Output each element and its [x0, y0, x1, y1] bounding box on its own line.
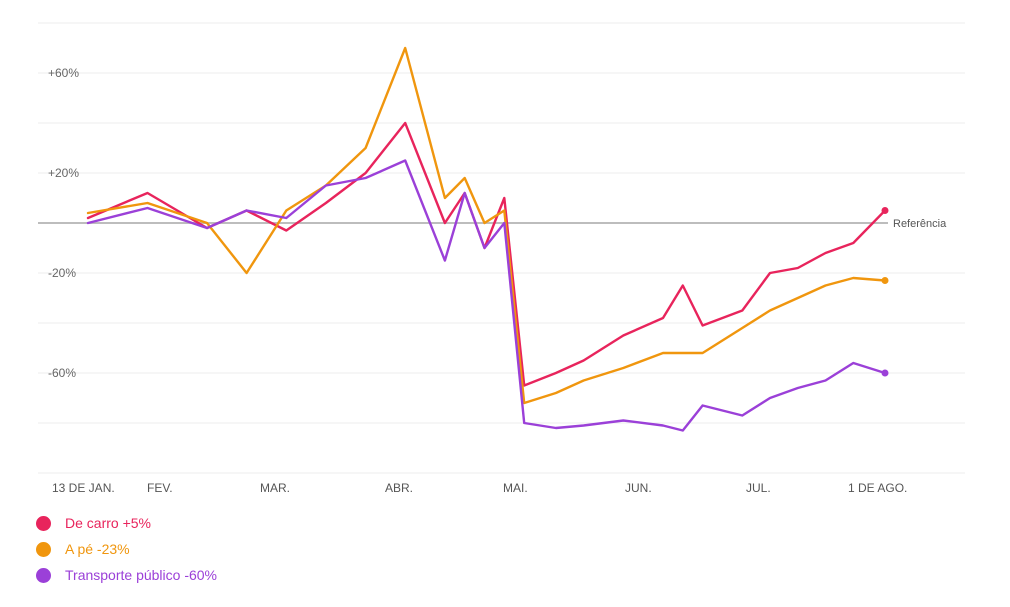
x-tick-label: FEV.: [147, 481, 173, 495]
series-line-0[interactable]: [86, 121, 887, 387]
series-end-point-0[interactable]: [881, 207, 889, 214]
y-tick-label: +60%: [48, 66, 79, 80]
x-tick-label: MAI.: [503, 481, 528, 495]
y-tick-label: -20%: [48, 266, 76, 280]
legend-dot-transporte-publico: [36, 567, 51, 583]
x-tick-label: JUN.: [625, 481, 652, 495]
x-tick-label: JUL.: [746, 481, 771, 495]
legend-item-transporte-publico[interactable]: Transporte público -60%: [36, 562, 217, 588]
series-line-2[interactable]: [86, 159, 887, 432]
legend-dot-a-pe: [36, 541, 51, 557]
y-axis-ticks: +60% +20% -20% -60%: [48, 66, 79, 380]
series-line-1[interactable]: [86, 46, 887, 405]
series-end-point-1[interactable]: [881, 277, 889, 284]
y-tick-label: -60%: [48, 366, 76, 380]
series-end-point-2[interactable]: [881, 369, 889, 377]
x-tick-label: 1 DE AGO.: [848, 481, 907, 495]
x-tick-label: 13 DE JAN.: [52, 481, 115, 495]
x-tick-label: ABR.: [385, 481, 413, 495]
legend: De carro +5% A pé -23% Transporte públic…: [36, 510, 217, 588]
line-chart: +60% +20% -20% -60% 13 DE JAN. FEV. MAR. ABR. M…: [38, 22, 965, 495]
legend-label-de-carro: De carro +5%: [65, 515, 151, 531]
legend-label-a-pe: A pé -23%: [65, 541, 130, 557]
legend-item-a-pe[interactable]: A pé -23%: [36, 536, 217, 562]
y-tick-label: +20%: [48, 166, 79, 180]
x-axis-ticks: 13 DE JAN. FEV. MAR. ABR. MAI. JUN. JUL. 1 DE A…: [52, 481, 907, 495]
legend-label-transporte-publico: Transporte público -60%: [65, 567, 218, 583]
series-layer: [86, 46, 889, 432]
reference-label: Referência: [893, 218, 947, 230]
x-tick-label: MAR.: [260, 481, 290, 495]
grid-layer: [38, 22, 965, 474]
legend-dot-de-carro: [36, 515, 51, 531]
legend-item-de-carro[interactable]: De carro +5%: [36, 510, 217, 536]
